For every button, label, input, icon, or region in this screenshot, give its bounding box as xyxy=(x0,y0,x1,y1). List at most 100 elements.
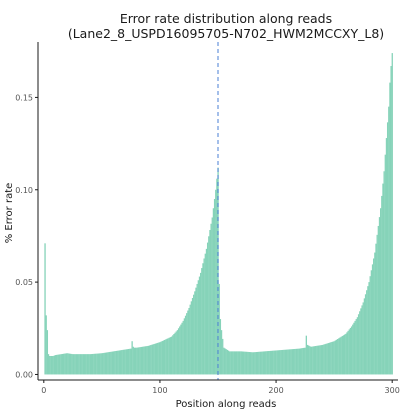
error-bar-90 xyxy=(147,345,150,375)
error-bar-270 xyxy=(356,317,359,375)
error-bar-181 xyxy=(253,352,255,375)
error-bar-165 xyxy=(234,351,237,375)
y-tick-label: 0.05 xyxy=(15,278,33,287)
error-bar-246 xyxy=(328,342,331,375)
error-bar-118 xyxy=(180,324,182,375)
error-bar-135 xyxy=(200,272,202,375)
error-bar-37 xyxy=(86,354,88,375)
error-bar-280 xyxy=(368,282,370,375)
error-bar-113 xyxy=(174,332,176,375)
error-bar-224 xyxy=(303,347,305,375)
error-bar-56 xyxy=(108,352,110,375)
error-bar-46 xyxy=(96,353,98,375)
error-bar-200 xyxy=(275,350,277,375)
error-bar-215 xyxy=(292,349,295,375)
error-bar-203 xyxy=(278,350,281,375)
error-bar-290 xyxy=(380,208,382,375)
error-bar-130 xyxy=(194,291,196,375)
error-bar-147 xyxy=(213,198,216,375)
error-bar-8 xyxy=(52,355,54,375)
error-bar-201 xyxy=(276,350,278,375)
error-bar-75 xyxy=(130,348,132,375)
error-bar-73 xyxy=(128,348,130,375)
error-bar-189 xyxy=(262,351,265,375)
error-bar-146 xyxy=(212,208,215,375)
error-bar-179 xyxy=(251,352,253,375)
error-bar-180 xyxy=(252,352,254,375)
error-bar-282 xyxy=(370,270,373,375)
error-bar-100 xyxy=(159,342,161,375)
error-bar-129 xyxy=(193,294,195,375)
error-bar-293 xyxy=(383,171,385,375)
error-bar-254 xyxy=(338,338,340,375)
error-bar-228 xyxy=(308,345,310,375)
error-bar-48 xyxy=(98,353,101,375)
error-bar-20 xyxy=(66,353,68,375)
error-bar-39 xyxy=(88,354,90,375)
error-bar-51 xyxy=(102,353,104,375)
error-bar-256 xyxy=(340,336,342,375)
error-bar-91 xyxy=(148,345,151,375)
error-bar-97 xyxy=(155,343,158,375)
x-tick-label: 100 xyxy=(152,386,167,395)
error-bar-32 xyxy=(80,354,82,375)
error-bar-12 xyxy=(57,354,59,375)
error-bar-166 xyxy=(236,351,238,375)
error-bar-139 xyxy=(204,253,206,375)
error-bar-164 xyxy=(233,351,235,375)
error-bar-140 xyxy=(205,248,208,375)
error-bar-253 xyxy=(337,339,339,375)
error-bar-121 xyxy=(183,318,186,375)
error-bar-136 xyxy=(201,268,203,375)
error-bar-241 xyxy=(323,344,325,375)
error-bar-176 xyxy=(247,351,249,375)
error-bar-276 xyxy=(363,298,366,375)
error-bar-259 xyxy=(344,334,346,375)
error-bar-229 xyxy=(309,346,311,375)
error-bar-71 xyxy=(125,349,127,375)
error-bar-69 xyxy=(123,349,125,375)
error-bar-31 xyxy=(79,354,81,375)
error-bar-28 xyxy=(75,354,78,375)
error-bar-184 xyxy=(256,351,259,375)
error-bar-212 xyxy=(289,349,291,375)
error-bar-144 xyxy=(210,223,212,375)
error-bar-107 xyxy=(167,338,169,375)
error-bar-265 xyxy=(350,326,353,375)
error-bar-102 xyxy=(161,341,163,375)
error-bar-47 xyxy=(97,353,100,375)
error-bar-202 xyxy=(277,350,280,375)
error-bar-34 xyxy=(82,354,85,375)
error-bar-245 xyxy=(327,343,330,375)
error-bar-122 xyxy=(184,315,187,375)
error-bar-77 xyxy=(132,346,134,375)
error-bar-188 xyxy=(261,351,263,375)
error-bar-101 xyxy=(160,341,162,375)
error-bar-226 xyxy=(305,335,307,375)
error-bar-286 xyxy=(375,243,377,375)
error-bar-158 xyxy=(226,349,229,375)
error-bar-86 xyxy=(143,346,145,375)
error-bar-141 xyxy=(206,242,209,375)
error-bar-119 xyxy=(181,322,183,375)
error-bar-88 xyxy=(145,346,147,375)
error-bar-127 xyxy=(190,301,193,375)
error-bar-219 xyxy=(297,348,299,375)
error-bar-58 xyxy=(110,351,112,375)
error-bar-274 xyxy=(361,305,363,375)
error-bar-277 xyxy=(364,294,367,375)
error-bar-211 xyxy=(288,349,290,375)
error-bar-257 xyxy=(341,336,343,375)
error-bar-222 xyxy=(301,348,303,375)
error-bar-230 xyxy=(310,346,312,375)
error-bar-143 xyxy=(209,230,211,375)
error-bar-98 xyxy=(157,342,159,375)
error-bar-171 xyxy=(241,351,244,375)
error-bar-68 xyxy=(122,349,124,375)
error-bar-213 xyxy=(290,349,292,375)
error-bar-208 xyxy=(284,349,287,375)
error-bar-183 xyxy=(255,352,258,375)
error-bar-22 xyxy=(68,353,71,375)
error-bar-235 xyxy=(316,345,318,375)
error-bar-50 xyxy=(101,353,103,375)
